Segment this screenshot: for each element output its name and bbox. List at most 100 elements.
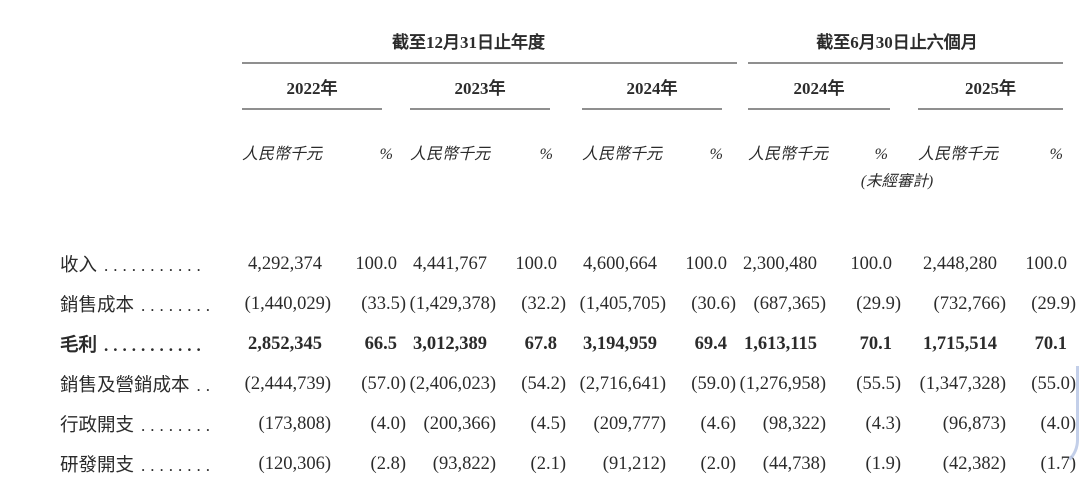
cell-value: (200,366) bbox=[423, 413, 496, 434]
cell-value: (2,406,023) bbox=[409, 373, 496, 394]
amount-unit-header: 人民幣千元 bbox=[582, 146, 663, 163]
amount-unit-header: 人民幣千元 bbox=[242, 146, 323, 163]
amount-cell: 4,441,767 bbox=[397, 244, 487, 284]
cell-value: 69.4 bbox=[694, 333, 727, 354]
row-label-text: 行政開支 bbox=[60, 416, 135, 436]
amount-cell: 4,600,664 bbox=[557, 244, 657, 284]
cell-value: 4,441,767 bbox=[413, 253, 487, 274]
amount-unit-header: 人民幣千元 bbox=[410, 146, 491, 163]
row-label: 毛利........... bbox=[60, 324, 210, 364]
cell-value: (2,716,641) bbox=[579, 373, 666, 394]
year-2023-rule bbox=[410, 108, 550, 110]
cell-value: 70.1 bbox=[1034, 333, 1067, 354]
percent-header: % bbox=[539, 146, 553, 163]
cell-value: (4.0) bbox=[370, 413, 406, 434]
cell-value: 67.8 bbox=[524, 333, 557, 354]
amount-cell: (1,440,029) bbox=[210, 284, 331, 324]
cell-value: (54.2) bbox=[521, 373, 566, 394]
amount-cell: (687,365) bbox=[727, 284, 826, 324]
amount-cell: (98,322) bbox=[727, 404, 826, 444]
interim-2025-rule bbox=[918, 108, 1063, 110]
percent-header: % bbox=[379, 146, 393, 163]
interim-2024-rule bbox=[748, 108, 890, 110]
cell-value: (96,873) bbox=[942, 413, 1006, 434]
amount-cell: (2,406,023) bbox=[397, 364, 496, 404]
amount-cell: 1,613,115 bbox=[727, 324, 817, 364]
cell-value: 100.0 bbox=[685, 253, 727, 274]
row-label-text: 銷售成本 bbox=[60, 296, 135, 316]
cell-value: (33.5) bbox=[361, 293, 406, 314]
amount-cell: 1,715,514 bbox=[892, 324, 997, 364]
dot-leader: ........ bbox=[141, 456, 216, 475]
amount-cell: (2,716,641) bbox=[557, 364, 666, 404]
cell-value: (44,738) bbox=[762, 453, 826, 474]
cell-value: (91,212) bbox=[602, 453, 666, 474]
cell-value: 3,012,389 bbox=[413, 333, 487, 354]
cell-value: 100.0 bbox=[850, 253, 892, 274]
amount-unit-header: 人民幣千元 bbox=[748, 146, 829, 163]
amount-unit-header: 人民幣千元 bbox=[918, 146, 999, 163]
cell-value: 2,300,480 bbox=[743, 253, 817, 274]
cell-value: (1.9) bbox=[865, 453, 901, 474]
percent-cell: (32.2) bbox=[487, 284, 566, 324]
cell-value: (4.0) bbox=[1040, 413, 1076, 434]
amount-cell: (96,873) bbox=[892, 404, 1006, 444]
interim-2025-header: 2025年 bbox=[892, 64, 1067, 110]
percent-cell: 100.0 bbox=[997, 244, 1067, 284]
amount-cell: (1,405,705) bbox=[557, 284, 666, 324]
cell-value: (4.5) bbox=[530, 413, 566, 434]
amount-cell: (2,444,739) bbox=[210, 364, 331, 404]
row-label-text: 研發開支 bbox=[60, 456, 135, 476]
interim-period-group: 截至6月30日止六個月 bbox=[727, 26, 1067, 64]
table-row: 銷售及營銷成本.. (2,444,739) (57.0) (2,406,023) (54… bbox=[60, 364, 1076, 404]
percent-header: % bbox=[1049, 146, 1063, 163]
cell-value: (30.6) bbox=[691, 293, 736, 314]
percent-cell: (1.9) bbox=[817, 444, 901, 484]
row-label-text: 毛利 bbox=[60, 336, 98, 356]
percent-cell: (33.5) bbox=[322, 284, 406, 324]
table-row: 行政開支........ (173,808) (4.0) (200,366) (4.5)… bbox=[60, 404, 1076, 444]
cell-value: (2.8) bbox=[370, 453, 406, 474]
cell-value: (2.1) bbox=[530, 453, 566, 474]
percent-cell: (4.6) bbox=[657, 404, 736, 444]
cell-value: 1,613,115 bbox=[744, 333, 817, 354]
annual-period-rule bbox=[242, 62, 737, 64]
cell-value: 4,292,374 bbox=[248, 253, 322, 274]
cell-value: (120,306) bbox=[258, 453, 331, 474]
percent-cell: 66.5 bbox=[322, 324, 397, 364]
amount-cell: 2,448,280 bbox=[892, 244, 997, 284]
cell-value: (1,405,705) bbox=[579, 293, 666, 314]
dot-leader: ........ bbox=[141, 416, 216, 435]
percent-cell: (4.0) bbox=[997, 404, 1076, 444]
row-label: 銷售及營銷成本.. bbox=[60, 364, 210, 404]
interim-period-rule bbox=[748, 62, 1063, 64]
table-row: 毛利........... 2,852,345 66.5 3,012,389 67.8 3… bbox=[60, 324, 1067, 364]
row-label-text: 銷售及營銷成本 bbox=[60, 376, 190, 396]
cell-value: (4.6) bbox=[700, 413, 736, 434]
percent-cell: (57.0) bbox=[322, 364, 406, 404]
percent-cell: (59.0) bbox=[657, 364, 736, 404]
cell-value: (29.9) bbox=[1031, 293, 1076, 314]
dot-leader: ........... bbox=[104, 336, 206, 355]
table-row: 收入........... 4,292,374 100.0 4,441,767 100.… bbox=[60, 244, 1067, 284]
amount-cell: 3,012,389 bbox=[397, 324, 487, 364]
label-column-spacer bbox=[60, 26, 210, 64]
cell-value: (32.2) bbox=[521, 293, 566, 314]
cell-value: (2,444,739) bbox=[244, 373, 331, 394]
amount-cell: (732,766) bbox=[892, 284, 1006, 324]
percent-cell: 70.1 bbox=[997, 324, 1067, 364]
percent-header: % bbox=[709, 146, 723, 163]
cell-value: (2.0) bbox=[700, 453, 736, 474]
interim-2024-header: 2024年 bbox=[727, 64, 892, 110]
cell-value: 66.5 bbox=[364, 333, 397, 354]
amount-cell: (173,808) bbox=[210, 404, 331, 444]
row-label: 研發開支........ bbox=[60, 444, 210, 484]
percent-cell: (2.0) bbox=[657, 444, 736, 484]
percent-cell: 100.0 bbox=[487, 244, 557, 284]
percent-cell: (29.9) bbox=[997, 284, 1076, 324]
year-2024-header: 2024年 bbox=[557, 64, 727, 110]
percent-cell: (55.5) bbox=[817, 364, 901, 404]
unaudited-note-row: (未經審計) bbox=[60, 164, 1067, 196]
percent-header: % bbox=[874, 146, 888, 163]
